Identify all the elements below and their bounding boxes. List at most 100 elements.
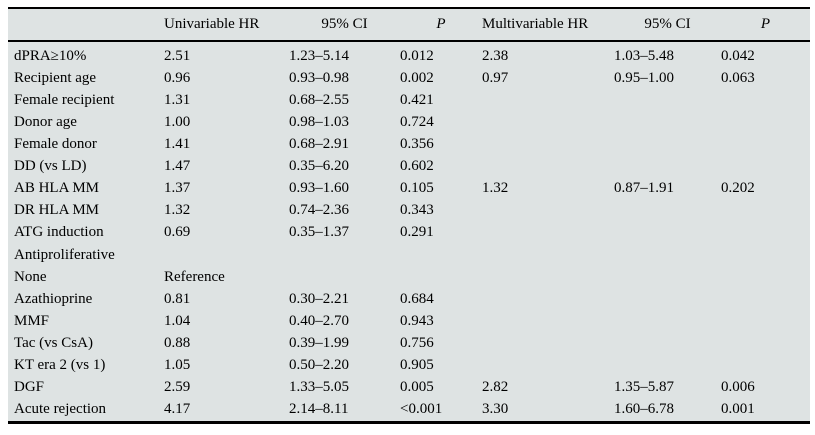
row-label: Female donor: [14, 136, 97, 152]
cell-value: 0.40–2.70: [289, 312, 349, 329]
cell-value: [721, 355, 810, 377]
cell-value: [614, 332, 721, 354]
cell-value: 0.97: [482, 69, 509, 86]
cell-value: [721, 288, 810, 310]
hazard-ratio-table: Univariable HR 95% CI P Multivariable HR…: [8, 7, 810, 424]
cell-value: 1.04: [164, 312, 191, 329]
cell-value: [482, 133, 614, 155]
table-row: DR HLA MM 1.32 0.74–2.36 0.343: [8, 200, 810, 222]
cell-value: 0.96: [164, 69, 191, 86]
cell-value: 0.74–2.36: [289, 202, 349, 219]
cell-value: 1.35–5.87: [614, 379, 674, 396]
cell-value: 0.95–1.00: [614, 69, 674, 86]
row-label: Tac (vs CsA): [14, 334, 93, 351]
row-label: DGF: [14, 379, 45, 396]
table-row: dPRA≥10% 2.51 1.23–5.14 0.012 2.38 1.03–5.48 0…: [8, 41, 810, 67]
cell-value: [614, 355, 721, 377]
cell-value: [482, 156, 614, 178]
cell-value: [721, 266, 810, 288]
table-row: KT era 2 (vs 1) 1.05 0.50–2.20 0.905: [8, 355, 810, 377]
row-label: AB HLA MM: [14, 180, 100, 197]
cell-value: 0.202: [721, 180, 755, 197]
header-univariable-ci: 95% CI: [289, 9, 400, 42]
cell-value: [164, 244, 289, 266]
cell-value: 2.38: [482, 47, 509, 64]
table-row: Donor age 1.00 0.98–1.03 0.724: [8, 111, 810, 133]
cell-value: 0.002: [400, 69, 434, 86]
row-label: Azathioprine: [14, 290, 93, 307]
row-label: Female recipient: [14, 91, 115, 108]
cell-value: [614, 222, 721, 244]
header-variable: [8, 9, 164, 42]
cell-value: 0.69: [164, 224, 191, 241]
cell-value: 1.33–5.05: [289, 379, 349, 396]
cell-value: [721, 222, 810, 244]
row-label: Antiproliferative: [14, 246, 115, 263]
header-multivariable-p: P: [721, 9, 810, 42]
cell-value: 0.68–2.91: [289, 136, 349, 152]
cell-value: [614, 133, 721, 155]
cell-value: [289, 266, 400, 288]
header-multivariable-ci: 95% CI: [614, 9, 721, 42]
cell-value: 0.756: [400, 334, 434, 351]
row-label: Donor age: [14, 113, 77, 130]
cell-value: [482, 266, 614, 288]
table-row: None Reference: [8, 266, 810, 288]
row-label: MMF: [14, 312, 50, 329]
cell-value: 0.001: [721, 401, 755, 418]
cell-value: 0.50–2.20: [289, 357, 349, 374]
cell-value: [482, 222, 614, 244]
cell-value: [482, 200, 614, 222]
cell-value: [614, 244, 721, 266]
header-row: Univariable HR 95% CI P Multivariable HR…: [8, 9, 810, 42]
cell-value: 1.00: [164, 113, 191, 130]
cell-value: [614, 89, 721, 111]
cell-value: 0.905: [400, 357, 434, 374]
cell-value: [482, 310, 614, 332]
cell-value: 1.60–6.78: [614, 401, 674, 418]
cell-value: 0.93–1.60: [289, 180, 349, 197]
table-row: DGF 2.59 1.33–5.05 0.005 2.82 1.35–5.87 0.006: [8, 377, 810, 399]
cell-value: 0.042: [721, 47, 755, 64]
cell-value: 0.356: [400, 136, 434, 152]
cell-value: [614, 288, 721, 310]
table-row: Acute rejection 4.17 2.14–8.11 <0.001 3.30 1.…: [8, 399, 810, 421]
cell-value: Reference: [164, 268, 225, 285]
cell-value: 0.063: [721, 69, 755, 86]
cell-value: 0.724: [400, 113, 434, 130]
cell-value: 0.35–1.37: [289, 224, 349, 241]
cell-value: 0.005: [400, 379, 434, 396]
cell-value: 0.421: [400, 91, 434, 108]
cell-value: 0.943: [400, 312, 434, 329]
cell-value: [289, 244, 400, 266]
cell-value: 0.012: [400, 47, 434, 64]
cell-value: [721, 200, 810, 222]
cell-value: 0.98–1.03: [289, 113, 349, 130]
cell-value: 0.88: [164, 334, 191, 351]
cell-value: 1.32: [164, 202, 191, 219]
cell-value: 1.03–5.48: [614, 47, 674, 64]
cell-value: 0.343: [400, 202, 434, 219]
cell-value: <0.001: [400, 401, 443, 418]
cell-value: [721, 310, 810, 332]
cell-value: 2.14–8.11: [289, 401, 349, 418]
cell-value: [721, 156, 810, 178]
cell-value: 3.30: [482, 401, 509, 418]
cell-value: 0.006: [721, 379, 755, 396]
cell-value: [614, 111, 721, 133]
cell-value: [614, 310, 721, 332]
cell-value: 0.93–0.98: [289, 69, 349, 86]
table-row: Antiproliferative: [8, 244, 810, 266]
header-univariable-hr: Univariable HR: [164, 9, 289, 42]
row-label: DD (vs LD): [14, 158, 87, 175]
header-univariable-p: P: [400, 9, 482, 42]
table-row: Female donor 1.41 0.68–2.91 0.356: [8, 133, 810, 155]
cell-value: [721, 89, 810, 111]
cell-value: [482, 111, 614, 133]
cell-value: 1.47: [164, 158, 191, 175]
cell-value: 0.68–2.55: [289, 91, 349, 108]
row-label: KT era 2 (vs 1): [14, 357, 106, 374]
cell-value: [721, 111, 810, 133]
cell-value: [482, 355, 614, 377]
cell-value: [400, 244, 482, 266]
